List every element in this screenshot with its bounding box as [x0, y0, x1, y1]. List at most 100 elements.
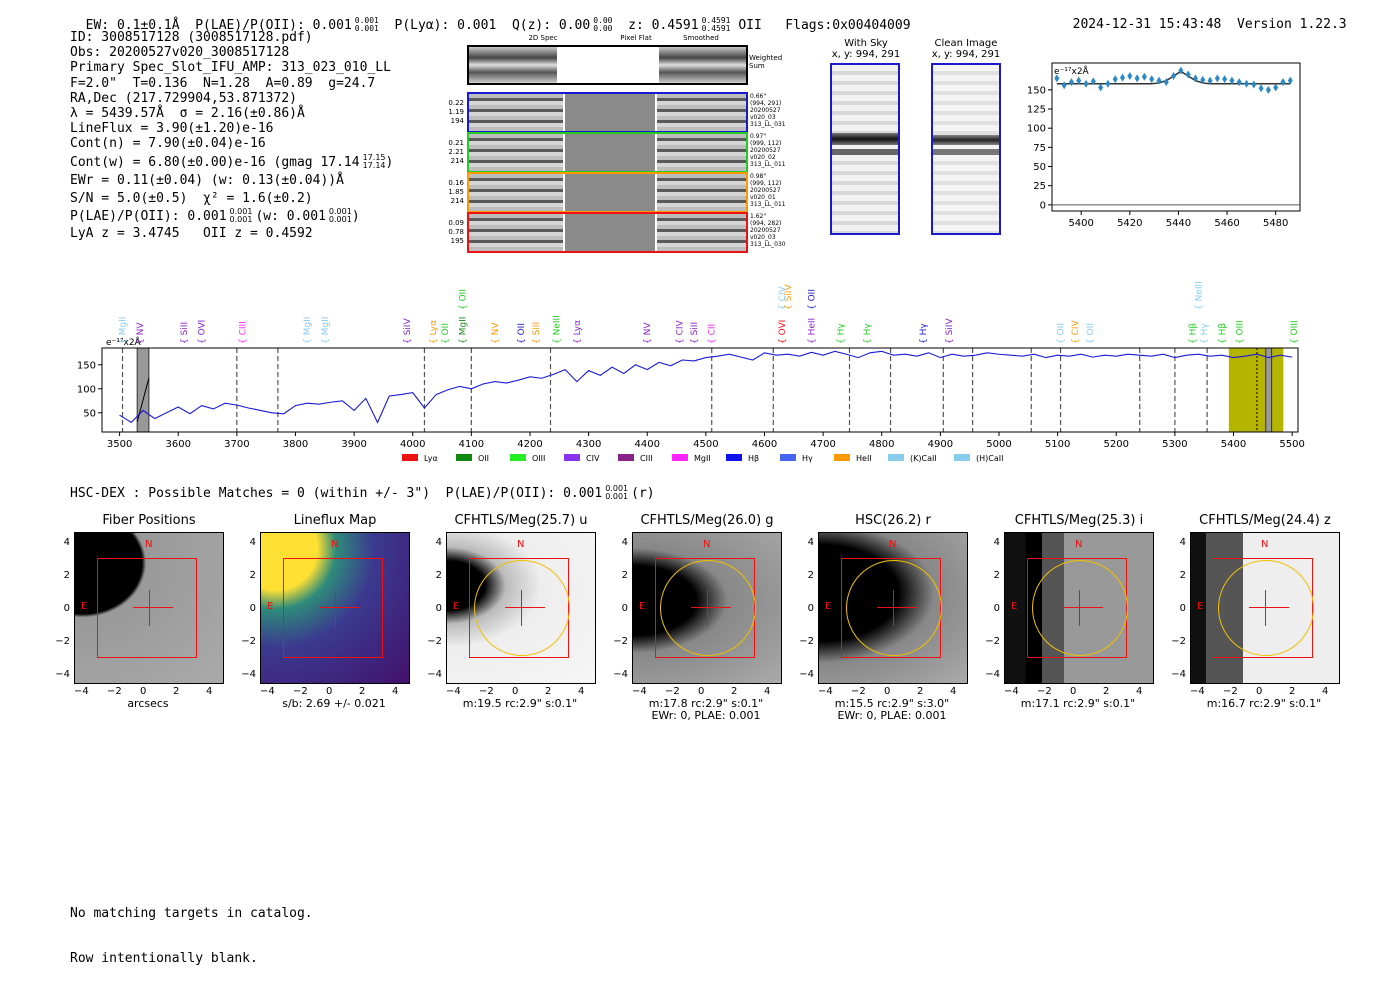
y-tick: 2 — [621, 570, 628, 581]
zoom-data-point — [1280, 78, 1286, 87]
zoom-x-tick-label: 5480 — [1263, 218, 1288, 229]
zoom-y-tick-label: 100 — [1027, 124, 1046, 135]
cutout-row-right-info: 1.62" (994, 282) 20200527 v020_03 313_LL… — [750, 213, 796, 248]
y-tick: −2 — [427, 636, 442, 647]
zoom-x-tick-label: 5440 — [1166, 218, 1191, 229]
x-tick: −2 — [665, 686, 680, 697]
legend-label: HeII — [856, 454, 872, 463]
cutout-info: 313_LL_031 — [750, 121, 786, 128]
y-tick: −4 — [427, 669, 442, 680]
x-tick: −4 — [632, 686, 647, 697]
legend-swatch — [510, 454, 526, 461]
emission-line-label: { CIV — [675, 319, 685, 344]
aperture-circle — [846, 560, 942, 656]
emission-window — [1228, 348, 1284, 432]
x-tick: 4 — [578, 686, 585, 697]
cutout-row-left-stats: 0.09 0.78 195 — [446, 219, 464, 246]
x-tick: 2 — [731, 686, 738, 697]
zoom-x-tick-label: 5400 — [1068, 218, 1093, 229]
north-label: N — [517, 539, 525, 550]
zoom-data-point — [1105, 79, 1111, 88]
zoom-data-point — [1112, 75, 1118, 84]
info-line: LineFlux = 3.90(±1.20)e-16 — [70, 121, 274, 137]
east-label: E — [453, 601, 460, 612]
emission-line-label: { CII — [708, 324, 718, 344]
aperture-box — [97, 558, 197, 658]
thumbnail-image: N E — [74, 532, 224, 684]
masked-region-2 — [1265, 347, 1273, 433]
x-tick: 0 — [512, 686, 519, 697]
emission-line-text: { NeIII — [1194, 281, 1204, 310]
info-plae-w-sub: 0.001 — [328, 215, 352, 225]
thumbnail-panel: CFHTLS/Meg(26.0) g N E 4 2 0 −2 −4 −4 −2 0 2 4 m… — [592, 510, 792, 725]
header-timestamp: 2024-12-31 15:43:48 — [1072, 17, 1222, 32]
emission-line-label: { OII — [517, 323, 527, 344]
crosshair-v — [335, 590, 336, 626]
y-axis: 4 2 0 −2 −4 — [799, 532, 814, 682]
spectrum-x-tick-label: 4700 — [810, 439, 835, 450]
thumbnail-image: N E — [1190, 532, 1340, 684]
x-tick: 2 — [1289, 686, 1296, 697]
legend-swatch — [726, 454, 742, 461]
cutout-stat: 1.19 — [448, 108, 464, 116]
thumbnail-image: N E — [1004, 532, 1154, 684]
emission-line-text: { OII — [459, 289, 469, 310]
x-tick: 2 — [917, 686, 924, 697]
y-tick: 2 — [249, 570, 256, 581]
zoom-data-point — [1090, 77, 1096, 86]
cutout-stat: 0.22 — [448, 99, 464, 107]
info-line: Obs: 20200527v020_3008517128 — [70, 45, 290, 61]
legend-swatch — [672, 454, 688, 461]
emission-line-text: { MgII — [459, 317, 469, 344]
east-label: E — [1011, 601, 1018, 612]
y-axis: 4 2 0 −2 −4 — [427, 532, 442, 682]
hsc-dex-summary: HSC-DEX : Possible Matches = 0 (within +… — [70, 485, 655, 502]
header-z: z: 0.4591 — [628, 18, 699, 33]
legend-label: (K)CaII — [910, 454, 937, 463]
thumbnail-title: CFHTLS/Meg(26.0) g — [640, 513, 774, 528]
aperture-circle — [474, 560, 570, 656]
cutout-info: v020_03 — [750, 234, 776, 241]
emission-line-label: { OIII — [1235, 320, 1245, 344]
cutout-row-right-info: 0.97" (999, 112) 20200527 v020_02 313_LL… — [750, 133, 796, 168]
zoom-data-point — [1083, 79, 1089, 88]
cutout-info: 20200527 — [750, 227, 781, 234]
spectrum-unit-label: e⁻¹⁷x2Å — [106, 336, 142, 348]
info-contw-sup: 17.15 — [362, 152, 386, 162]
zoom-x-tick-label: 5460 — [1214, 218, 1239, 229]
thumbnail-caption: arcsecs — [127, 697, 169, 710]
info-plae-sub: 0.001 — [229, 215, 253, 225]
cutout-info: 0.98" — [750, 173, 767, 180]
emission-line-text: { SiIV — [784, 284, 794, 310]
emission-line-label: { OII — [1057, 323, 1067, 344]
emission-line-label: { CIII — [239, 321, 249, 344]
emission-line-text: { NeIII — [552, 315, 562, 344]
zoom-data-point — [1054, 74, 1060, 83]
thumbnail-image: N E — [446, 532, 596, 684]
x-axis: −4 −2 0 2 4 — [818, 686, 968, 700]
zoom-line-chart: 5400 5420 5440 5460 5480 0 25 50 75 100 125 150 e⁻¹⁷… — [1027, 62, 1301, 229]
info-line: λ = 5439.57Å σ = 2.16(±0.86)Å — [70, 106, 305, 122]
y-tick: 0 — [621, 603, 628, 614]
header-plae-sup: 0.001 — [354, 16, 379, 25]
emission-line-label: { NV — [491, 322, 501, 344]
thumbnail-title: CFHTLS/Meg(25.7) u — [454, 513, 588, 528]
x-tick: 0 — [140, 686, 147, 697]
zoom-y-tick-label: 0 — [1040, 200, 1046, 211]
cutout-stat: 0.21 — [448, 139, 464, 147]
zoom-data-point — [1229, 76, 1235, 85]
east-label: E — [639, 601, 646, 612]
with-sky-title-text: With Sky — [844, 38, 888, 49]
y-tick: −2 — [55, 636, 70, 647]
zoom-data-point — [1192, 74, 1198, 83]
thumbnail-panel: CFHTLS/Meg(24.4) z N E 4 2 0 −2 −4 −4 −2 0 2 4 m… — [1150, 510, 1350, 725]
x-tick: 0 — [1070, 686, 1077, 697]
zoom-data-point — [1222, 75, 1228, 84]
emission-line-text: { CIV — [1071, 319, 1081, 344]
legend-swatch — [954, 454, 970, 461]
clean-title-text: Clean Image — [934, 38, 998, 49]
emission-line-text: { OVI — [778, 320, 788, 344]
spectrum-x-tick-label: 4300 — [576, 439, 601, 450]
cutout-info: (999, 112) — [750, 180, 782, 187]
emission-line-text: { OIII — [1290, 320, 1300, 344]
